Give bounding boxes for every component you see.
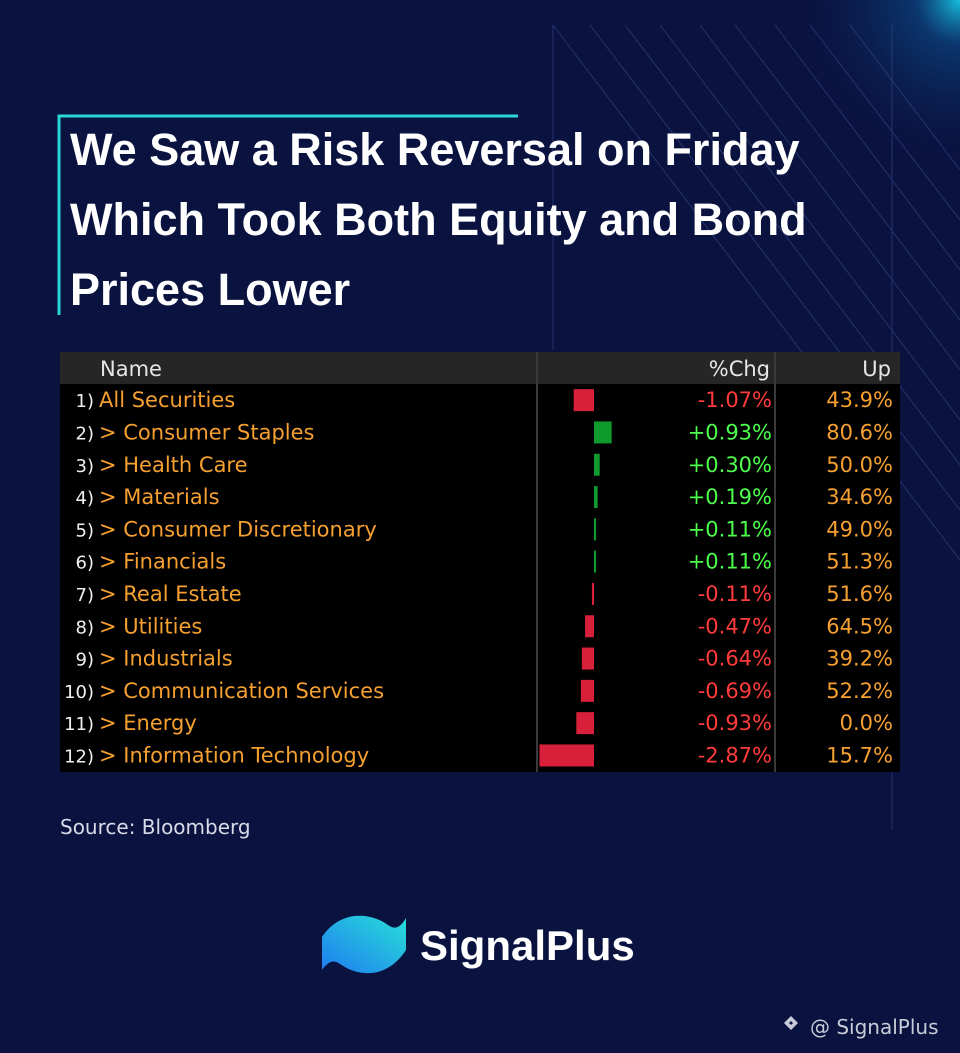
change-bar [594,550,597,573]
row-index: 12) [64,746,94,767]
row-change: -0.47% [698,614,772,638]
row-up: 34.6% [826,485,893,509]
change-bar [581,647,594,670]
row-up: 80.6% [826,420,893,444]
row-change: +0.11% [688,550,772,574]
table-header [60,352,900,384]
row-index: 2) [76,423,94,444]
change-bar [580,679,594,702]
row-up: 64.5% [826,614,893,638]
row-name: > Industrials [99,647,233,671]
row-change: -1.07% [698,388,772,412]
row-index: 9) [76,650,94,671]
row-index: 4) [76,488,94,509]
source: Source: Bloomberg [60,815,251,839]
row-change: -0.69% [698,679,772,703]
title-line: Which Took Both Equity and Bond [70,194,807,245]
row-change: +0.93% [688,420,772,444]
row-up: 43.9% [826,388,893,412]
row-index: 10) [64,682,94,703]
title-line: We Saw a Risk Reversal on Friday [70,124,800,175]
logo-mark [322,915,406,974]
brand: SignalPlus [420,922,635,969]
change-bar [594,518,597,541]
row-name: > Financials [99,550,226,574]
row-up: 39.2% [826,647,893,671]
row-name: > Communication Services [99,679,384,703]
column-header: %Chg [709,357,770,381]
change-bar [576,712,594,735]
row-name: > Real Estate [99,582,242,606]
row-name: > Energy [99,711,197,735]
handle: @ SignalPlus [810,1015,939,1039]
row-up: 49.0% [826,517,893,541]
change-bar [585,615,594,638]
row-change: -0.93% [698,711,772,735]
change-bar [573,389,594,412]
change-bar [591,582,594,605]
row-index: 6) [76,553,94,574]
row-index: 8) [76,617,94,638]
row-up: 52.2% [826,679,893,703]
row-up: 15.7% [826,743,893,767]
title-line: Prices Lower [70,264,350,315]
change-bar [594,453,600,476]
row-index: 1) [76,391,94,412]
row-up: 51.6% [826,582,893,606]
row-index: 5) [76,520,94,541]
row-name: > Utilities [99,614,202,638]
glow [600,0,960,360]
change-bar [594,486,598,509]
table: Name %Chg Up1) All Securities -1.07% 43.9%2) >… [64,357,893,767]
change-bar [594,421,612,444]
row-change: -0.64% [698,647,772,671]
row-change: +0.30% [688,453,772,477]
column-header: Up [862,357,891,381]
row-name: > Consumer Discretionary [99,517,377,541]
table-panel [60,352,900,772]
row-name: > Materials [99,485,220,509]
row-change: -0.11% [698,582,772,606]
title: We Saw a Risk Reversal on Friday Which To… [70,124,807,315]
row-name: > Information Technology [99,743,369,767]
row-change: +0.11% [688,517,772,541]
change-bar [539,744,594,767]
row-name: > Health Care [99,453,248,477]
row-index: 11) [64,714,94,735]
row-name: > Consumer Staples [99,420,315,444]
handle-icon [784,1016,798,1030]
row-up: 51.3% [826,550,893,574]
row-up: 0.0% [840,711,893,735]
row-name: All Securities [99,388,235,412]
row-index: 3) [76,456,94,477]
column-header: Name [100,357,162,381]
row-index: 7) [76,585,94,606]
title-accent [57,114,518,315]
row-change: -2.87% [698,743,772,767]
row-up: 50.0% [826,453,893,477]
row-change: +0.19% [688,485,772,509]
